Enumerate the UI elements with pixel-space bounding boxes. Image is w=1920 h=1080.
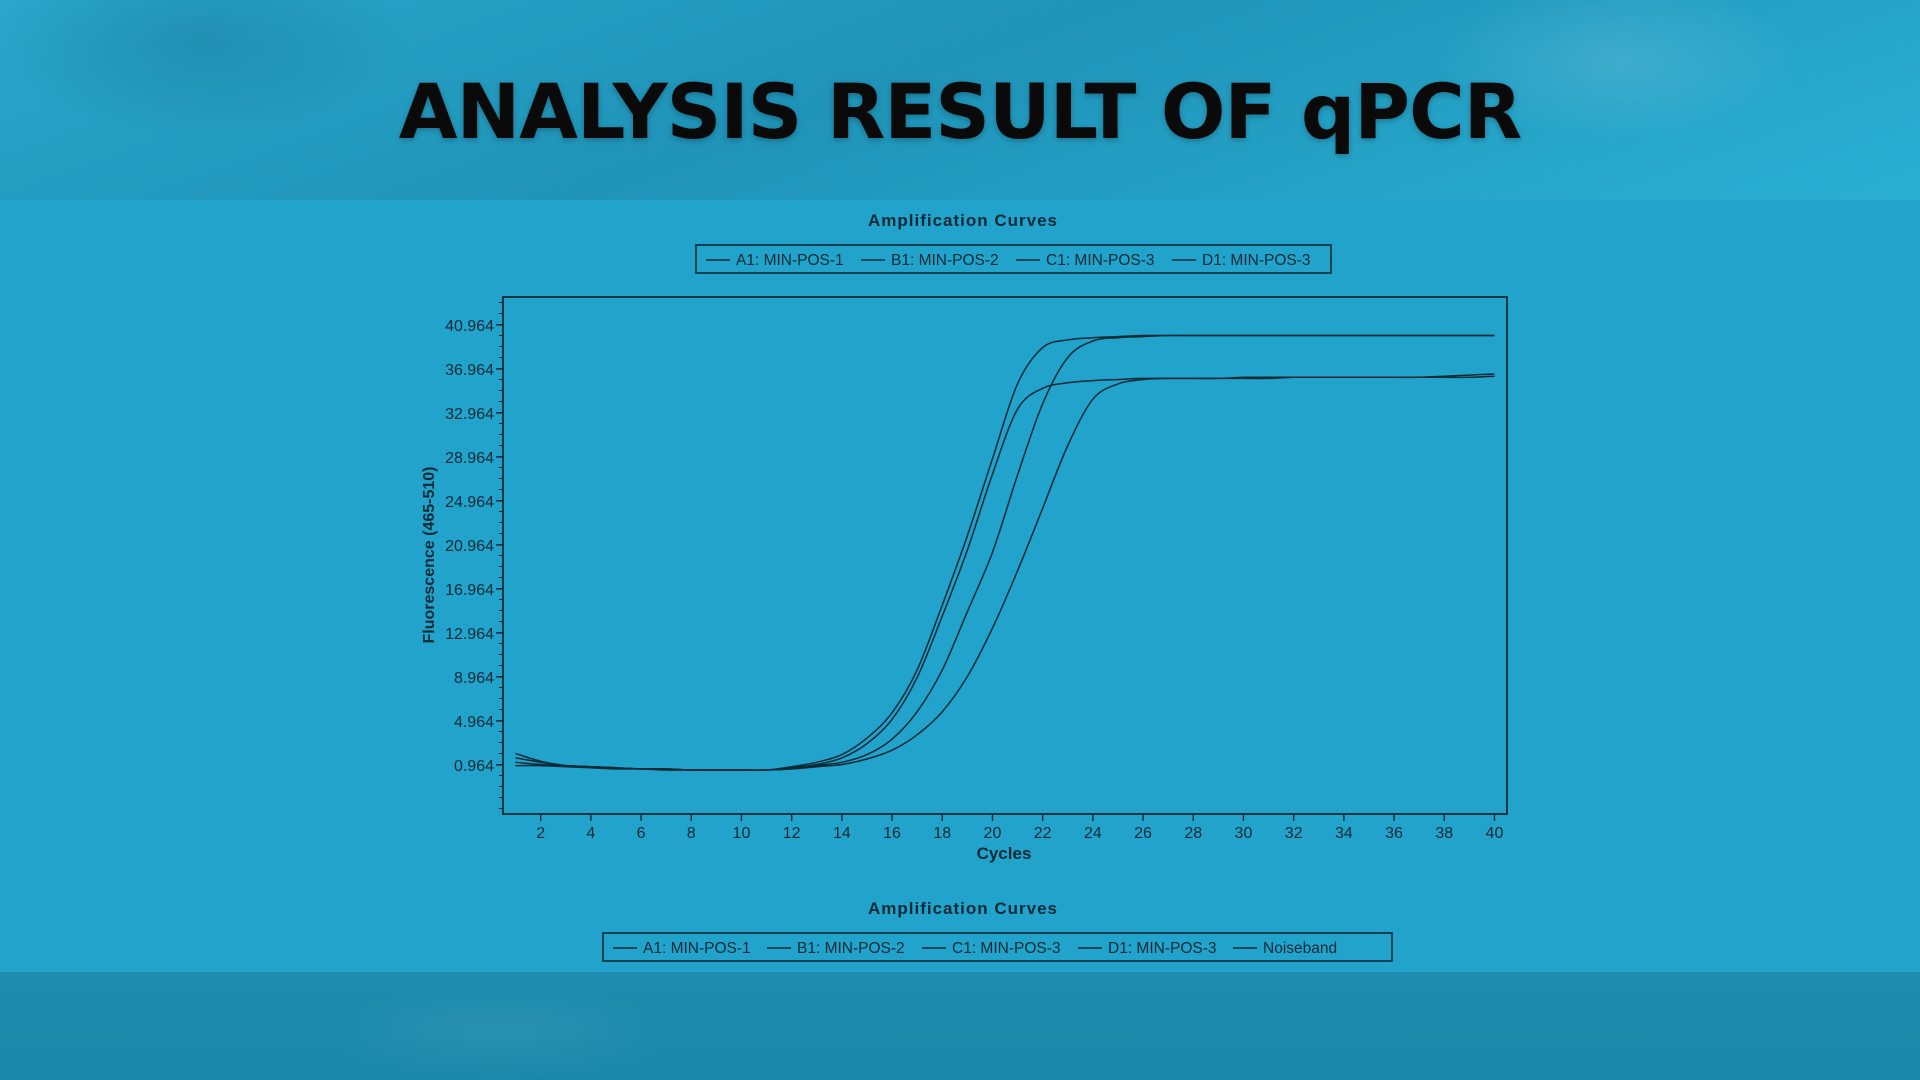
legend-entry: C1: MIN-POS-3 bbox=[1046, 252, 1155, 269]
chart-title: Amplification Curves bbox=[868, 211, 1058, 230]
series-line-1 bbox=[515, 334, 1495, 771]
y-tick-label: 16.964 bbox=[445, 582, 494, 599]
x-tick-label: 16 bbox=[883, 825, 901, 842]
legend-entry: D1: MIN-POS-3 bbox=[1202, 252, 1311, 269]
legend-top-box bbox=[695, 244, 1332, 274]
x-tick-label: 20 bbox=[984, 825, 1002, 842]
y-tick-label: 20.964 bbox=[445, 538, 494, 555]
series-line-4 bbox=[515, 373, 1495, 771]
page-title: ANALYSIS RESULT OF qPCR bbox=[398, 67, 1523, 156]
x-tick-label: 12 bbox=[783, 825, 801, 842]
series-layer bbox=[515, 334, 1495, 771]
x-tick-label: 22 bbox=[1034, 825, 1052, 842]
x-tick-label: 10 bbox=[733, 825, 751, 842]
y-axis: 0.964 4.964 8.964 12.964 16.964 20.964 24.964 2… bbox=[445, 302, 503, 809]
x-tick-label: 2 bbox=[536, 825, 545, 842]
header-band bbox=[0, 0, 1920, 200]
x-tick-label: 6 bbox=[637, 825, 646, 842]
y-tick-label: 32.964 bbox=[445, 406, 494, 423]
y-tick-label: 24.964 bbox=[445, 494, 494, 511]
x-axis: 2 4 6 8 10 12 14 16 18 20 22 24 26 28 30 32 34 36 38 40 bbox=[536, 814, 1503, 842]
x-tick-label: 4 bbox=[586, 825, 595, 842]
bottom-chart-title: Amplification Curves bbox=[868, 899, 1058, 918]
x-tick-label: 14 bbox=[833, 825, 851, 842]
content-panel bbox=[0, 200, 1920, 972]
legend-entry: A1: MIN-POS-1 bbox=[736, 252, 844, 269]
x-tick-label: 40 bbox=[1486, 825, 1504, 842]
x-axis-label: Cycles bbox=[977, 844, 1032, 863]
x-tick-label: 18 bbox=[933, 825, 951, 842]
y-tick-label: 12.964 bbox=[445, 626, 494, 643]
legend-top: A1: MIN-POS-1 B1: MIN-POS-2 C1: MIN-POS-3 D… bbox=[706, 252, 1311, 269]
series-line-2 bbox=[515, 375, 1495, 771]
plot-area bbox=[502, 296, 1508, 815]
amplification-chart: Amplification Curves A1: MIN-POS-1 B1: MI… bbox=[421, 211, 1508, 962]
y-tick-label: 36.964 bbox=[445, 362, 494, 379]
y-tick-label: 8.964 bbox=[454, 670, 494, 687]
y-tick-label: 40.964 bbox=[445, 318, 494, 335]
legend-entry: A1: MIN-POS-1 bbox=[643, 940, 751, 957]
legend-entry: B1: MIN-POS-2 bbox=[797, 940, 905, 957]
y-tick-label: 0.964 bbox=[454, 758, 494, 775]
x-tick-label: 34 bbox=[1335, 825, 1353, 842]
legend-entry: C1: MIN-POS-3 bbox=[952, 940, 1061, 957]
legend-entry: Noiseband bbox=[1263, 940, 1337, 957]
x-tick-label: 28 bbox=[1184, 825, 1202, 842]
x-tick-label: 8 bbox=[687, 825, 696, 842]
x-tick-label: 36 bbox=[1385, 825, 1403, 842]
x-tick-label: 26 bbox=[1134, 825, 1152, 842]
y-axis-label: Fluorescence (465-510) bbox=[421, 467, 438, 644]
x-tick-label: 32 bbox=[1285, 825, 1303, 842]
legend-bottom: A1: MIN-POS-1 B1: MIN-POS-2 C1: MIN-POS-3 D… bbox=[613, 940, 1337, 957]
x-tick-label: 24 bbox=[1084, 825, 1102, 842]
legend-entry: B1: MIN-POS-2 bbox=[891, 252, 999, 269]
x-tick-label: 38 bbox=[1435, 825, 1453, 842]
footer-band bbox=[0, 972, 1920, 1080]
legend-bottom-box bbox=[602, 932, 1393, 962]
series-line-3 bbox=[515, 334, 1495, 771]
x-tick-label: 30 bbox=[1235, 825, 1253, 842]
y-tick-label: 4.964 bbox=[454, 714, 494, 731]
legend-entry: D1: MIN-POS-3 bbox=[1108, 940, 1217, 957]
y-tick-label: 28.964 bbox=[445, 450, 494, 467]
